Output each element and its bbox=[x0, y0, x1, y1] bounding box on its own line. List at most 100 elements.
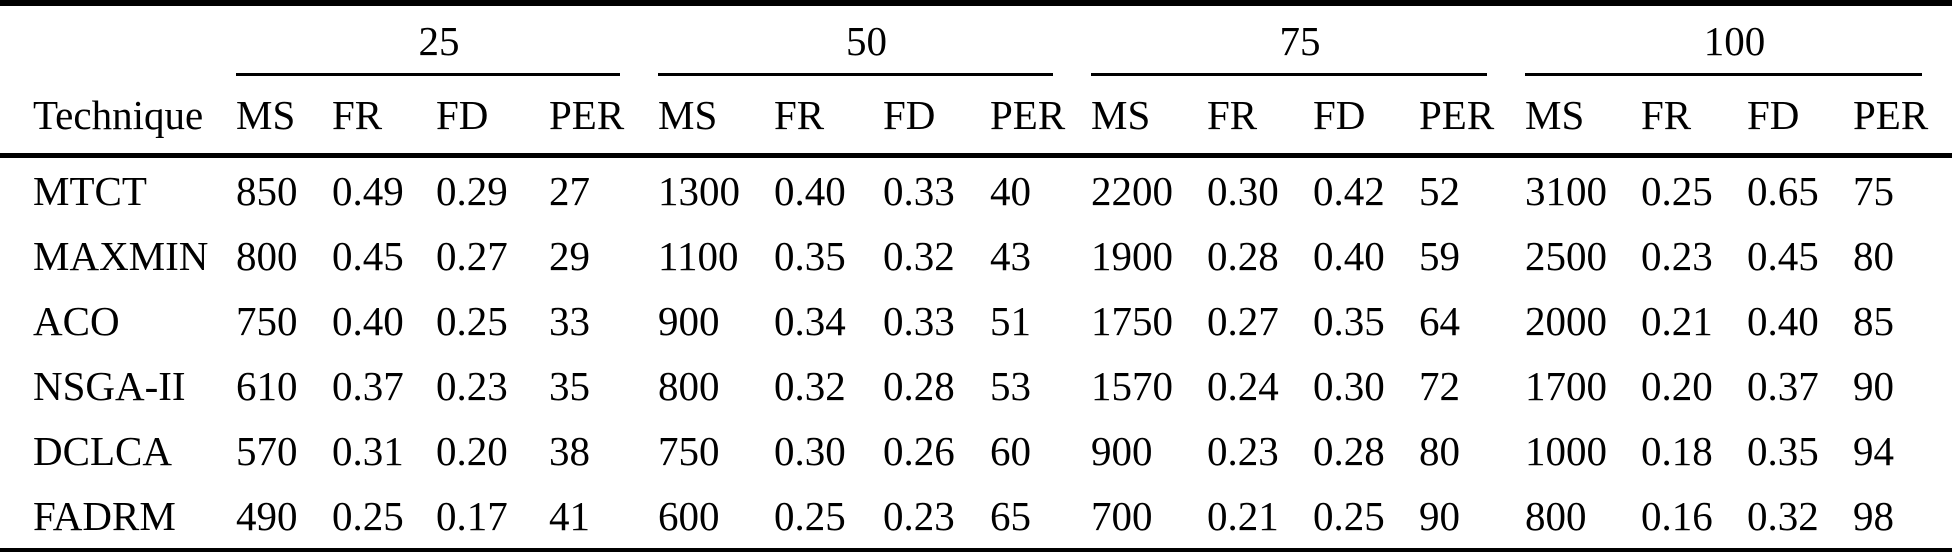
data-cell: 59 bbox=[1419, 232, 1460, 279]
data-cell: 33 bbox=[549, 297, 590, 344]
data-cell: 0.37 bbox=[332, 362, 404, 409]
data-cell: 0.34 bbox=[774, 297, 846, 344]
technique-cell: MAXMIN bbox=[33, 232, 209, 279]
group-header-75-rule bbox=[1091, 73, 1487, 76]
data-cell: 0.65 bbox=[1747, 167, 1819, 214]
data-cell: 0.27 bbox=[1207, 297, 1279, 344]
data-cell: 0.17 bbox=[436, 492, 508, 539]
column-header-25-fd: FD bbox=[428, 76, 541, 158]
data-cell: 800 bbox=[236, 232, 298, 279]
data-cell: 570 bbox=[236, 427, 298, 474]
data-cell: 0.45 bbox=[332, 232, 404, 279]
data-cell: 0.35 bbox=[1747, 427, 1819, 474]
table-row-aco: ACO 750 0.40 0.25 33 900 0.34 0.33 51 17… bbox=[0, 288, 1952, 353]
technique-cell: ACO bbox=[33, 297, 120, 344]
data-cell: 0.25 bbox=[1313, 492, 1385, 539]
data-cell: 0.24 bbox=[1207, 362, 1279, 409]
data-cell: 700 bbox=[1091, 492, 1153, 539]
data-cell: 35 bbox=[549, 362, 590, 409]
data-cell: 1300 bbox=[658, 167, 740, 214]
table-row-dclca: DCLCA 570 0.31 0.20 38 750 0.30 0.26 60 … bbox=[0, 418, 1952, 483]
data-cell: 0.32 bbox=[883, 232, 955, 279]
column-header-75-fd: FD bbox=[1305, 76, 1411, 158]
data-cell: 0.16 bbox=[1641, 492, 1713, 539]
column-header-100-ms: MS bbox=[1517, 76, 1633, 158]
data-cell: 0.29 bbox=[436, 167, 508, 214]
data-cell: 2000 bbox=[1525, 297, 1607, 344]
data-cell: 1700 bbox=[1525, 362, 1607, 409]
data-cell: 0.25 bbox=[774, 492, 846, 539]
data-cell: 800 bbox=[658, 362, 720, 409]
data-cell: 94 bbox=[1853, 427, 1894, 474]
column-header-100-fd: FD bbox=[1739, 76, 1845, 158]
group-header-50: 50 bbox=[650, 3, 1083, 76]
data-cell: 750 bbox=[658, 427, 720, 474]
group-header-100: 100 bbox=[1517, 3, 1952, 76]
data-cell: 40 bbox=[990, 167, 1031, 214]
data-cell: 90 bbox=[1419, 492, 1460, 539]
data-cell: 52 bbox=[1419, 167, 1460, 214]
data-cell: 0.25 bbox=[1641, 167, 1713, 214]
data-cell: 0.21 bbox=[1641, 297, 1713, 344]
data-cell: 0.40 bbox=[1747, 297, 1819, 344]
data-cell: 0.35 bbox=[774, 232, 846, 279]
group-header-25: 25 bbox=[228, 3, 650, 76]
data-cell: 0.25 bbox=[332, 492, 404, 539]
group-header-75-label: 75 bbox=[1279, 18, 1321, 64]
data-cell: 800 bbox=[1525, 492, 1587, 539]
data-cell: 0.28 bbox=[1207, 232, 1279, 279]
group-header-100-label: 100 bbox=[1703, 18, 1766, 64]
data-cell: 0.33 bbox=[883, 297, 955, 344]
data-cell: 750 bbox=[236, 297, 298, 344]
group-header-50-rule bbox=[658, 73, 1053, 76]
column-header-row: Technique MS FR FD PER MS FR FD PER MS F… bbox=[0, 76, 1952, 158]
column-header-75-ms: MS bbox=[1083, 76, 1199, 158]
data-cell: 0.40 bbox=[774, 167, 846, 214]
data-cell: 51 bbox=[990, 297, 1031, 344]
data-cell: 0.37 bbox=[1747, 362, 1819, 409]
table-row-maxmin: MAXMIN 800 0.45 0.27 29 1100 0.35 0.32 4… bbox=[0, 223, 1952, 288]
data-cell: 0.32 bbox=[774, 362, 846, 409]
data-cell: 85 bbox=[1853, 297, 1894, 344]
data-cell: 0.23 bbox=[883, 492, 955, 539]
column-header-100-fr: FR bbox=[1633, 76, 1739, 158]
column-header-50-fr: FR bbox=[766, 76, 875, 158]
data-cell: 41 bbox=[549, 492, 590, 539]
data-cell: 0.23 bbox=[1641, 232, 1713, 279]
data-cell: 0.45 bbox=[1747, 232, 1819, 279]
data-cell: 1570 bbox=[1091, 362, 1173, 409]
data-cell: 75 bbox=[1853, 167, 1894, 214]
data-cell: 90 bbox=[1853, 362, 1894, 409]
column-header-75-per: PER bbox=[1411, 76, 1517, 158]
data-cell: 0.40 bbox=[332, 297, 404, 344]
data-cell: 900 bbox=[1091, 427, 1153, 474]
data-cell: 600 bbox=[658, 492, 720, 539]
table-row-fadrm: FADRM 490 0.25 0.17 41 600 0.25 0.23 65 … bbox=[0, 483, 1952, 551]
group-header-spacer bbox=[0, 3, 228, 76]
data-cell: 900 bbox=[658, 297, 720, 344]
data-cell: 850 bbox=[236, 167, 298, 214]
data-cell: 60 bbox=[990, 427, 1031, 474]
data-cell: 0.18 bbox=[1641, 427, 1713, 474]
data-cell: 0.20 bbox=[436, 427, 508, 474]
data-cell: 0.30 bbox=[1207, 167, 1279, 214]
data-cell: 1750 bbox=[1091, 297, 1173, 344]
data-cell: 0.28 bbox=[1313, 427, 1385, 474]
data-cell: 98 bbox=[1853, 492, 1894, 539]
data-cell: 2200 bbox=[1091, 167, 1173, 214]
data-cell: 0.33 bbox=[883, 167, 955, 214]
data-cell: 29 bbox=[549, 232, 590, 279]
data-cell: 80 bbox=[1853, 232, 1894, 279]
data-cell: 0.30 bbox=[774, 427, 846, 474]
group-header-row: 25 50 75 100 bbox=[0, 3, 1952, 76]
data-cell: 0.23 bbox=[1207, 427, 1279, 474]
column-header-50-per: PER bbox=[982, 76, 1083, 158]
data-cell: 27 bbox=[549, 167, 590, 214]
data-cell: 490 bbox=[236, 492, 298, 539]
data-cell: 0.35 bbox=[1313, 297, 1385, 344]
column-header-25-per: PER bbox=[541, 76, 650, 158]
data-cell: 80 bbox=[1419, 427, 1460, 474]
column-header-25-ms: MS bbox=[228, 76, 324, 158]
data-cell: 64 bbox=[1419, 297, 1460, 344]
group-header-50-label: 50 bbox=[846, 18, 887, 64]
